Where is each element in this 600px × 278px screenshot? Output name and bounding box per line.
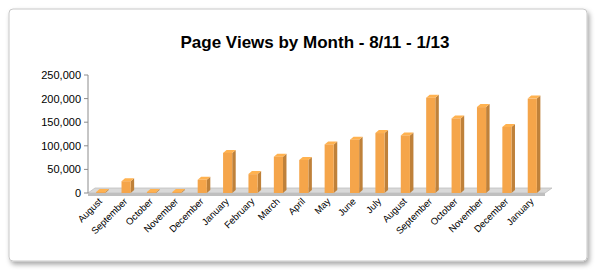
x-tick-label: May [312, 195, 333, 216]
bar [375, 130, 388, 193]
y-tick [84, 75, 88, 76]
bar-front [452, 118, 461, 193]
bar-top [528, 96, 541, 99]
chart-svg: Page Views by Month - 8/11 - 1/13 0 50,000… [0, 0, 600, 278]
bar [528, 96, 541, 193]
bar [325, 141, 338, 193]
bar [426, 95, 439, 193]
bar-top [299, 157, 312, 160]
bar [452, 115, 465, 193]
bar-top [223, 150, 236, 153]
x-tick-label: July [364, 195, 384, 215]
bar-top [96, 189, 109, 192]
y-tick-label: 250,000 [41, 69, 81, 81]
y-tick-label: 200,000 [41, 93, 81, 105]
bar-top [375, 130, 388, 133]
bar-side [308, 157, 312, 193]
bar-front [375, 133, 384, 193]
bar-side [359, 137, 363, 193]
bar-top [248, 171, 261, 174]
x-tick-label: September [394, 196, 435, 237]
bar-top [325, 141, 338, 144]
bar-front [401, 135, 410, 193]
bar-side [511, 124, 515, 193]
bar-top [502, 124, 515, 127]
bar-front [274, 157, 283, 193]
x-tick-label: December [472, 196, 511, 235]
bar-top [172, 189, 185, 192]
bar-front [248, 174, 257, 193]
x-tick-label: January [504, 195, 536, 227]
y-tick [84, 193, 88, 194]
x-tick-label: February [222, 195, 257, 230]
bar-top [198, 177, 211, 180]
bar [172, 189, 185, 193]
x-tick-label: September [89, 196, 130, 237]
bar-front [223, 153, 232, 193]
bar-side [283, 154, 287, 193]
bar-side [258, 171, 262, 193]
chart-title: Page Views by Month - 8/11 - 1/13 [181, 33, 450, 52]
bar-top [350, 137, 363, 140]
bar-front [477, 107, 486, 193]
bar-front [198, 180, 207, 193]
bar-front [147, 192, 156, 193]
chart-root: Page Views by Month - 8/11 - 1/13 0 50,000… [0, 0, 600, 278]
bar [350, 137, 363, 193]
x-tick-label: December [167, 196, 206, 235]
bar-side [461, 115, 465, 193]
bar-front [350, 140, 359, 193]
bar-front [502, 127, 511, 193]
bar-side [537, 96, 541, 193]
bar-front [325, 144, 334, 193]
bar-side [486, 104, 490, 193]
bar [96, 189, 109, 193]
bar-top [122, 178, 135, 181]
x-tick-label: June [336, 196, 358, 218]
bars [96, 95, 540, 193]
x-tick-label: April [286, 196, 307, 217]
y-tick [84, 169, 88, 170]
bar-front [426, 98, 435, 193]
y-tick [84, 122, 88, 123]
bar [299, 157, 312, 193]
bar-front [528, 99, 537, 193]
bar-side [232, 150, 236, 193]
y-tick [84, 145, 88, 146]
bar-side [435, 95, 439, 193]
bar-top [401, 132, 414, 135]
chart-frame [9, 9, 587, 261]
y-axis [88, 75, 89, 193]
y-tick-label: 50,000 [47, 163, 81, 175]
bar-front [96, 192, 105, 193]
bar-side [385, 130, 389, 193]
bar [147, 189, 160, 193]
x-tick-label: March [255, 196, 281, 222]
bar [477, 104, 490, 193]
bar-top [452, 115, 465, 118]
y-tick-label: 100,000 [41, 140, 81, 152]
bar-top [426, 95, 439, 98]
bar-front [122, 181, 131, 193]
bar [502, 124, 515, 193]
bar [274, 154, 287, 193]
bar-front [172, 192, 181, 193]
bar-top [274, 154, 287, 157]
bar-side [410, 132, 414, 193]
bar [401, 132, 414, 193]
y-tick-label: 0 [75, 187, 81, 199]
y-tick [84, 98, 88, 99]
bar [198, 177, 211, 193]
bar-front [299, 160, 308, 193]
bar-top [477, 104, 490, 107]
bar-top [147, 189, 160, 192]
bar [248, 171, 261, 193]
bar-side [334, 141, 338, 193]
y-tick-label: 150,000 [41, 116, 81, 128]
bar [122, 178, 135, 193]
bar [223, 150, 236, 193]
